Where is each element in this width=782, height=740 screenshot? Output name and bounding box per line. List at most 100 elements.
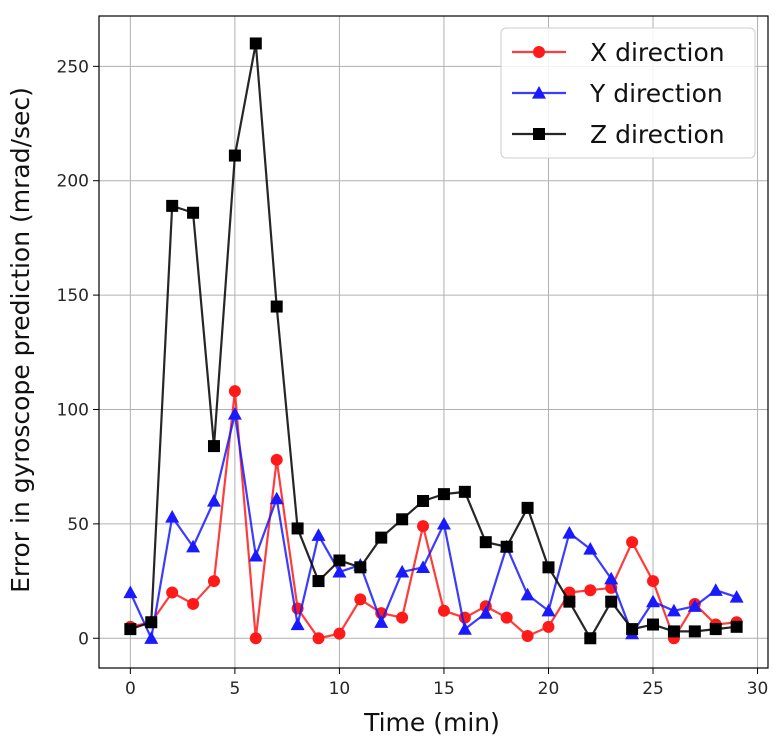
data-point-y — [248, 548, 263, 562]
series-z — [124, 37, 743, 645]
legend-marker-z — [533, 128, 545, 140]
data-point-z — [563, 595, 576, 608]
data-point-y — [687, 599, 702, 612]
data-point-z — [249, 37, 262, 50]
plot-series — [123, 37, 744, 645]
data-point-z — [584, 632, 597, 645]
data-point-z — [458, 485, 471, 498]
data-point-y — [541, 603, 556, 617]
data-point-y — [165, 510, 180, 523]
series-line-y — [129, 412, 737, 640]
y-tick-label: 150 — [57, 286, 89, 306]
data-point-z — [417, 494, 430, 507]
data-point-x — [521, 629, 534, 642]
data-point-y — [269, 491, 284, 505]
data-point-y — [416, 560, 431, 573]
data-point-z — [291, 522, 304, 535]
data-point-y — [206, 493, 221, 507]
data-point-z — [207, 440, 220, 453]
data-point-z — [375, 531, 388, 544]
data-point-y — [374, 615, 389, 628]
y-tick-label: 50 — [67, 515, 89, 535]
data-point-z — [187, 206, 200, 219]
legend-marker-x — [533, 46, 545, 58]
data-point-z — [542, 561, 555, 574]
data-point-z — [521, 501, 534, 514]
x-tick-label: 20 — [538, 679, 560, 699]
data-point-x — [333, 627, 346, 640]
data-point-z — [500, 540, 513, 553]
legend-item-x: X direction — [512, 38, 725, 67]
y-tick-label: 100 — [57, 400, 89, 420]
data-point-z — [479, 536, 492, 549]
data-point-x — [249, 632, 262, 645]
data-point-x — [396, 611, 409, 624]
data-point-z — [333, 554, 346, 567]
legend: X direction Y direction Z direction — [500, 27, 756, 159]
data-point-y — [436, 516, 451, 530]
legend-marker-y — [532, 86, 546, 99]
y-tick-label: 250 — [57, 57, 89, 77]
data-point-z — [626, 623, 639, 636]
data-point-x — [270, 453, 283, 466]
x-tick-label: 10 — [329, 679, 351, 699]
data-point-z — [437, 488, 450, 501]
legend-label-z: Z direction — [590, 120, 725, 149]
data-point-z — [647, 618, 660, 631]
data-point-y — [123, 585, 138, 599]
x-tick-label: 0 — [125, 679, 136, 699]
legend-label-y: Y direction — [589, 79, 723, 108]
data-point-x — [207, 575, 220, 588]
data-point-x — [500, 611, 513, 624]
y-tick-label: 200 — [57, 172, 89, 192]
data-point-z — [605, 595, 618, 608]
data-point-x — [354, 593, 367, 606]
data-point-z — [730, 620, 743, 633]
data-point-z — [124, 623, 137, 636]
data-point-x — [647, 575, 660, 588]
series-line-x — [130, 390, 737, 640]
data-point-x — [312, 632, 325, 645]
y-tick-label: 0 — [78, 629, 89, 649]
data-point-x — [437, 604, 450, 617]
data-point-y — [729, 590, 744, 603]
data-point-y — [457, 622, 472, 635]
data-point-y — [332, 564, 347, 578]
data-point-z — [396, 513, 409, 526]
legend-item-z: Z direction — [512, 120, 725, 149]
data-point-z — [354, 561, 367, 574]
data-point-z — [312, 575, 325, 588]
data-point-y — [666, 603, 681, 617]
data-point-x — [417, 520, 430, 533]
data-point-z — [270, 300, 283, 313]
data-point-z — [228, 149, 241, 162]
data-point-y — [478, 606, 493, 619]
data-point-y — [520, 587, 535, 601]
y-axis-label: Error in gyroscope prediction (mrad/sec) — [6, 87, 35, 593]
x-tick-label: 25 — [642, 679, 664, 699]
data-point-z — [166, 199, 179, 212]
data-point-y — [186, 539, 201, 553]
legend-frame — [500, 27, 756, 159]
data-point-y — [646, 594, 661, 608]
legend-label-x: X direction — [590, 38, 725, 67]
data-point-y — [144, 631, 159, 644]
legend-item-y: Y direction — [512, 79, 723, 108]
data-point-y — [583, 542, 598, 555]
data-point-x — [187, 597, 200, 610]
x-tick-label: 30 — [747, 679, 769, 699]
data-point-x — [626, 536, 639, 549]
data-point-x — [584, 584, 597, 597]
data-point-y — [227, 407, 242, 420]
x-tick-label: 15 — [433, 679, 455, 699]
data-point-y — [290, 617, 305, 631]
x-axis-label: Time (min) — [363, 708, 500, 737]
x-tick-label: 5 — [229, 679, 240, 699]
data-point-y — [311, 528, 326, 541]
data-point-x — [228, 385, 241, 398]
y-axis-ticks: 0 50 100 150 200 250 — [57, 57, 99, 649]
data-point-z — [709, 623, 722, 636]
data-point-z — [145, 616, 158, 629]
data-point-y — [708, 583, 723, 596]
